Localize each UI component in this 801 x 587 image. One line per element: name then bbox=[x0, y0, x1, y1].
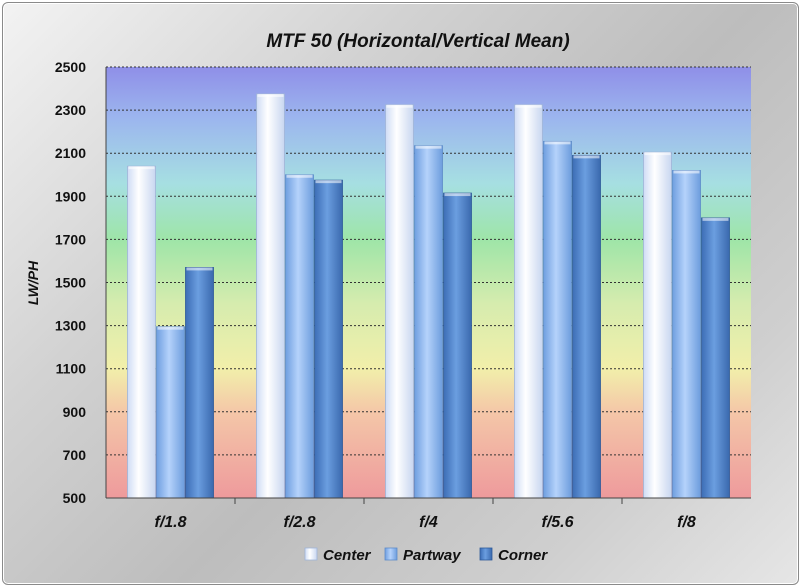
y-axis-label: LW/PH bbox=[25, 260, 41, 305]
legend-swatch-partway bbox=[384, 547, 398, 561]
bar-corner-2 bbox=[443, 192, 472, 499]
y-tick-labels: 500 700 900 1100 1300 1500 1700 1900 2100 2300 250… bbox=[55, 59, 86, 506]
bar-corner-3 bbox=[572, 154, 601, 499]
bar-cap bbox=[415, 145, 442, 149]
y-tick-label: 1500 bbox=[55, 275, 86, 291]
legend: Center Partway Corner bbox=[304, 547, 548, 564]
bar-cap bbox=[257, 93, 284, 97]
bar-corner-4 bbox=[701, 217, 730, 499]
y-tick-label: 500 bbox=[63, 490, 87, 506]
bar-center-3 bbox=[514, 104, 543, 499]
legend-label-partway: Partway bbox=[403, 547, 461, 564]
legend-swatch-corner bbox=[479, 547, 493, 561]
bar-partway-1 bbox=[285, 174, 314, 499]
bar-partway-0 bbox=[156, 326, 185, 499]
y-tick-label: 1300 bbox=[55, 318, 86, 334]
bars bbox=[127, 93, 730, 499]
y-tick-label: 1100 bbox=[56, 361, 87, 377]
bar-cap bbox=[573, 155, 600, 159]
chart-title: MTF 50 (Horizontal/Vertical Mean) bbox=[266, 31, 569, 52]
bar-partway-4 bbox=[672, 170, 701, 499]
y-tick-label: 700 bbox=[63, 447, 87, 463]
x-tick-label: f/4 bbox=[419, 514, 438, 531]
bar-cap bbox=[186, 267, 213, 271]
bar-corner-0 bbox=[185, 267, 214, 499]
bar-cap bbox=[544, 141, 571, 145]
x-tick-labels: f/1.8 f/2.8 f/4 f/5.6 f/8 bbox=[154, 498, 696, 531]
bar-center-4 bbox=[643, 151, 672, 499]
y-tick-label: 2300 bbox=[55, 102, 86, 118]
y-tick-label: 2500 bbox=[55, 59, 86, 75]
y-tick-label: 900 bbox=[63, 404, 87, 420]
bar-cap bbox=[702, 217, 729, 221]
bar-center-1 bbox=[256, 93, 285, 499]
x-tick-label: f/8 bbox=[677, 514, 696, 531]
bar-cap bbox=[315, 180, 342, 184]
y-tick-label: 1900 bbox=[55, 188, 86, 204]
x-tick-label: f/1.8 bbox=[154, 514, 186, 531]
bar-center-0 bbox=[127, 165, 156, 499]
bar-partway-2 bbox=[414, 145, 443, 499]
bar-cap bbox=[515, 104, 542, 108]
bar-cap bbox=[157, 326, 184, 330]
bar-cap bbox=[644, 152, 671, 156]
bar-cap bbox=[128, 166, 155, 170]
bar-cap bbox=[386, 104, 413, 108]
x-tick-label: f/5.6 bbox=[541, 514, 573, 531]
bar-center-2 bbox=[385, 104, 414, 499]
y-tick-label: 1700 bbox=[55, 231, 86, 247]
legend-label-corner: Corner bbox=[498, 547, 548, 564]
legend-swatch-center bbox=[304, 547, 318, 561]
bar-cap bbox=[673, 170, 700, 174]
bar-cap bbox=[444, 193, 471, 197]
x-tick-label: f/2.8 bbox=[283, 514, 315, 531]
bar-corner-1 bbox=[314, 179, 343, 499]
bar-cap bbox=[286, 174, 313, 178]
y-tick-label: 2100 bbox=[55, 145, 86, 161]
legend-label-center: Center bbox=[323, 547, 372, 564]
bar-partway-3 bbox=[543, 140, 572, 499]
